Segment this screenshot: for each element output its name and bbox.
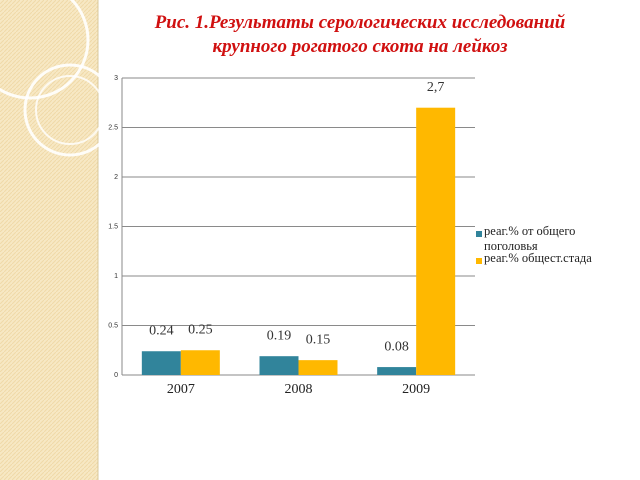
y-tick-label: 1 xyxy=(114,273,118,280)
y-tick-label: 1.5 xyxy=(108,223,118,230)
data-label: 0.24 xyxy=(149,323,174,338)
data-label: 0.08 xyxy=(384,339,409,354)
data-label: 0.19 xyxy=(267,328,292,343)
y-tick-label: 2.5 xyxy=(108,124,118,131)
legend-entry: реаг.% общест.стада xyxy=(484,251,592,265)
decor-circle xyxy=(35,75,105,145)
legend-swatch xyxy=(476,258,482,264)
side-strip xyxy=(0,0,98,480)
y-tick-label: 2 xyxy=(114,174,118,181)
bar xyxy=(416,107,456,375)
legend-label: реаг.% от общего поголовья xyxy=(484,224,576,253)
legend-swatch xyxy=(476,231,482,237)
y-tick-label: 0 xyxy=(114,372,118,379)
plot: 0 0.5 1 1.5 2 2.5 3 2007 0.24 0.25 2008 0.19 0.15 200… xyxy=(108,75,592,397)
bar xyxy=(180,350,220,375)
decor-circle xyxy=(0,0,90,100)
data-label: 2,7 xyxy=(427,80,445,95)
chart-title: крупного рогатого скота на лейкоз xyxy=(213,36,509,57)
bar xyxy=(141,351,181,375)
legend-entry: реаг.% от общего поголовья xyxy=(484,224,576,253)
y-tick-label: 0.5 xyxy=(108,322,118,329)
decor-circle xyxy=(23,63,117,157)
bar xyxy=(377,367,417,375)
data-label: 0.25 xyxy=(188,322,213,337)
x-tick-label: 2008 xyxy=(285,382,313,397)
chart-title: Рис. 1.Результаты серологических исследо… xyxy=(154,12,566,33)
bar xyxy=(298,360,338,375)
bar xyxy=(259,356,299,375)
data-label: 0.15 xyxy=(306,332,331,347)
y-tick-label: 3 xyxy=(114,75,118,82)
x-tick-label: 2007 xyxy=(167,382,195,397)
x-tick-label: 2009 xyxy=(402,382,430,397)
legend-label: реаг.% общест.стада xyxy=(484,251,592,265)
